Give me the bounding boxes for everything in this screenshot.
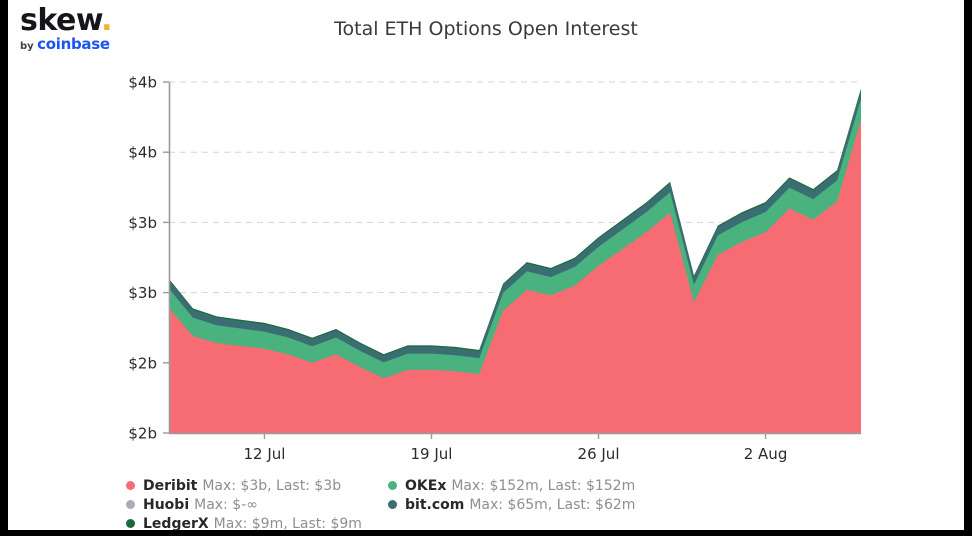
legend-series-stats: Max: $-∞	[194, 496, 258, 513]
logo-wordmark-text: skew	[20, 3, 102, 38]
logo-by-label: by	[20, 41, 38, 52]
y-tick-label: $4b	[128, 74, 157, 92]
legend-series-stats: Max: $65m, Last: $62m	[469, 496, 636, 513]
legend-series-stats: Max: $152m, Last: $152m	[451, 477, 636, 494]
y-tick-label: $3b	[128, 284, 157, 302]
logo-dot-icon: .	[101, 3, 113, 38]
legend-item-ledgerx[interactable]: LedgerX Max: $9m, Last: $9m	[126, 514, 362, 530]
legend-color-dot-icon	[126, 500, 135, 509]
x-axis-ticks: 12 Jul 19 Jul 26 Jul 2 Aug	[243, 433, 787, 463]
legend-color-dot-icon	[126, 519, 135, 528]
legend-item-huobi[interactable]: Huobi Max: $-∞	[126, 495, 362, 514]
legend-column-left: Deribit Max: $3b, Last: $3b Huobi Max: $-∞ L…	[126, 476, 362, 530]
logo-wordmark: skew.	[20, 6, 140, 36]
page-title: Total ETH Options Open Interest	[334, 18, 638, 40]
y-tick-label: $2b	[128, 354, 157, 372]
legend-series-name: LedgerX	[143, 515, 209, 531]
y-tick-label: $3b	[128, 214, 157, 232]
legend-item-okex[interactable]: OKEx Max: $152m, Last: $152m	[388, 476, 635, 495]
y-axis-ticks: $4b $4b $3b $3b $2b $2b	[128, 74, 169, 443]
x-tick-label: 19 Jul	[411, 445, 453, 463]
x-tick-label: 12 Jul	[243, 445, 285, 463]
legend-color-dot-icon	[388, 481, 397, 490]
legend-column-right: OKEx Max: $152m, Last: $152m bit.com Max: $…	[388, 476, 635, 514]
legend-series-name: Deribit	[143, 477, 198, 494]
legend-item-bitcom[interactable]: bit.com Max: $65m, Last: $62m	[388, 495, 635, 514]
chart-legend: Deribit Max: $3b, Last: $3b Huobi Max: $-∞ L…	[126, 476, 926, 530]
legend-series-name: bit.com	[405, 496, 465, 513]
y-tick-label: $4b	[128, 144, 157, 162]
legend-item-deribit[interactable]: Deribit Max: $3b, Last: $3b	[126, 476, 362, 495]
skew-logo: skew. by coinbase	[20, 6, 140, 56]
x-tick-label: 26 Jul	[578, 445, 620, 463]
area-series-group	[169, 88, 861, 434]
area-series-deribit	[169, 119, 861, 433]
x-tick-label: 2 Aug	[744, 445, 788, 463]
legend-series-name: OKEx	[405, 477, 447, 494]
logo-coinbase-label: coinbase	[37, 35, 110, 53]
legend-color-dot-icon	[126, 481, 135, 490]
chart-plot-area: $4b $4b $3b $3b $2b $2b 12 Jul 19 Jul 26 Jul 2 A…	[8, 0, 964, 470]
legend-series-stats: Max: $9m, Last: $9m	[213, 515, 362, 531]
y-tick-label: $2b	[128, 425, 157, 443]
stacked-area-chart: $4b $4b $3b $3b $2b $2b 12 Jul 19 Jul 26 Jul 2 A…	[128, 74, 861, 463]
legend-series-stats: Max: $3b, Last: $3b	[202, 477, 342, 494]
chart-card: skew. by coinbase Total ETH Options Open…	[8, 0, 964, 530]
legend-color-dot-icon	[388, 500, 397, 509]
logo-subtitle: by coinbase	[20, 37, 140, 54]
legend-series-name: Huobi	[143, 496, 190, 513]
